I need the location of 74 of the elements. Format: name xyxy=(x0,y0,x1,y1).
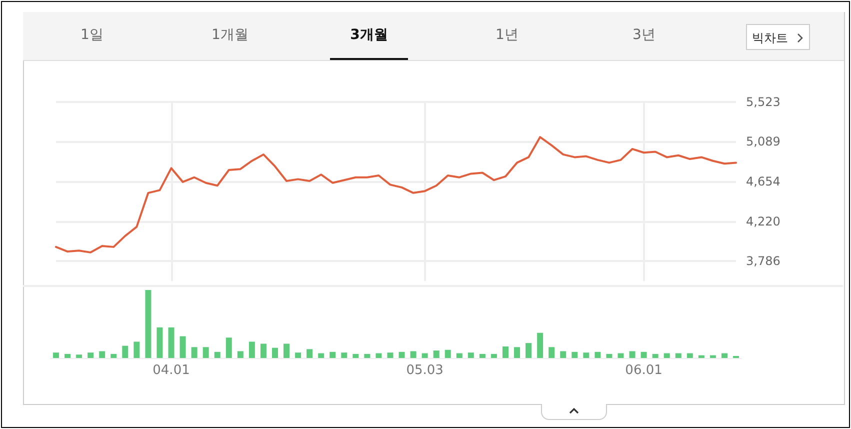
bar xyxy=(352,354,359,358)
bar xyxy=(99,351,106,358)
bar xyxy=(456,353,462,358)
bar xyxy=(422,353,428,358)
bar xyxy=(606,354,612,358)
bar xyxy=(156,327,163,358)
bar xyxy=(526,343,532,358)
bar xyxy=(237,351,244,358)
x-tick-label: 05.03 xyxy=(406,363,444,378)
y-tick-label: 4,654 xyxy=(746,174,780,189)
bar xyxy=(306,349,313,358)
bar xyxy=(248,342,255,358)
bar xyxy=(433,350,440,358)
bar xyxy=(594,352,601,358)
bar xyxy=(168,327,174,358)
bar xyxy=(64,354,71,358)
bar xyxy=(468,352,474,358)
bar xyxy=(664,353,670,358)
bar xyxy=(295,352,302,358)
bar xyxy=(226,338,232,358)
bar xyxy=(122,346,128,358)
bar xyxy=(652,354,658,358)
bar xyxy=(629,351,636,358)
bar xyxy=(341,352,348,358)
bar xyxy=(272,348,278,358)
bar xyxy=(618,353,624,358)
bar xyxy=(214,352,220,358)
bar xyxy=(191,347,198,358)
bar xyxy=(134,342,140,358)
bar xyxy=(202,347,209,358)
bar xyxy=(640,352,647,358)
y-tick-label: 3,786 xyxy=(746,254,780,268)
bar xyxy=(675,353,682,358)
y-tick-label: 4,220 xyxy=(746,214,780,228)
bar xyxy=(490,354,497,358)
bar xyxy=(444,350,451,358)
bar xyxy=(698,355,704,358)
text: 1일 xyxy=(80,26,104,44)
bar xyxy=(479,354,486,358)
bar xyxy=(76,354,82,358)
bar xyxy=(318,353,324,358)
bar xyxy=(330,352,336,358)
bar xyxy=(560,351,566,358)
text: 1개월 xyxy=(212,26,248,44)
line-series xyxy=(55,136,737,254)
text: 3년 xyxy=(632,26,656,44)
y-tick-label: 5,523 xyxy=(746,95,780,109)
bar xyxy=(53,352,59,358)
bar xyxy=(284,344,290,358)
bar xyxy=(583,352,590,358)
bar xyxy=(110,354,117,358)
bar xyxy=(548,347,555,358)
bar xyxy=(502,346,508,358)
y-tick-label: 5,089 xyxy=(746,134,780,149)
bar xyxy=(364,354,370,358)
bar xyxy=(710,355,716,358)
text: 빅차트 xyxy=(752,31,788,45)
bar xyxy=(514,347,520,358)
x-tick-label: 06.01 xyxy=(625,363,662,378)
bar xyxy=(537,332,544,358)
bar xyxy=(398,352,405,358)
bar xyxy=(410,351,416,358)
bar xyxy=(88,352,94,358)
bar xyxy=(260,344,266,358)
bar xyxy=(180,336,186,358)
text: 1년 xyxy=(496,26,518,44)
bar xyxy=(721,353,728,358)
x-tick-label: 04.01 xyxy=(152,363,190,378)
bar xyxy=(572,352,578,358)
text: 3개월 xyxy=(350,26,388,44)
bar xyxy=(145,290,152,358)
bar xyxy=(376,353,382,358)
bar xyxy=(686,353,693,358)
bar xyxy=(387,352,394,358)
